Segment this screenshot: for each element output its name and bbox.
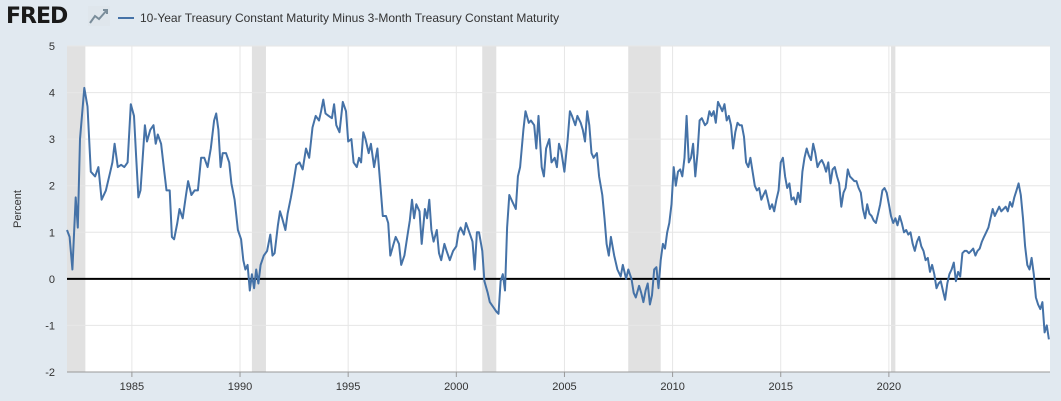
chart-header: FRED 10-Year Treasury Constant Maturity … bbox=[0, 0, 1061, 36]
line-chart-icon bbox=[88, 6, 110, 26]
plot-area bbox=[67, 46, 1050, 372]
y-tick-label: 1 bbox=[49, 227, 55, 239]
y-tick-label: -2 bbox=[45, 367, 55, 379]
x-tick-label: 2015 bbox=[768, 381, 792, 393]
recession-band bbox=[628, 46, 661, 372]
recession-band bbox=[891, 46, 896, 372]
y-tick-label: 4 bbox=[49, 88, 55, 100]
x-tick-label: 2000 bbox=[444, 381, 468, 393]
recession-band bbox=[482, 46, 497, 372]
x-tick-label: 2020 bbox=[877, 381, 901, 393]
y-tick-label: 5 bbox=[49, 41, 55, 53]
fred-logo[interactable]: FRED bbox=[6, 4, 68, 29]
x-tick-label: 1985 bbox=[120, 381, 144, 393]
x-tick-label: 2010 bbox=[660, 381, 684, 393]
y-tick-label: 0 bbox=[49, 274, 55, 286]
chart-legend[interactable]: 10-Year Treasury Constant Maturity Minus… bbox=[118, 9, 559, 27]
y-tick-label: 3 bbox=[49, 134, 55, 146]
y-tick-label: -1 bbox=[45, 320, 55, 332]
y-tick-label: 2 bbox=[49, 181, 55, 193]
series-line bbox=[66, 86, 1050, 340]
x-tick-label: 1995 bbox=[336, 381, 360, 393]
legend-label: 10-Year Treasury Constant Maturity Minus… bbox=[140, 11, 560, 25]
legend-swatch bbox=[118, 17, 134, 19]
recession-band bbox=[251, 46, 266, 372]
x-tick-label: 2005 bbox=[552, 381, 576, 393]
x-tick-label: 1990 bbox=[228, 381, 252, 393]
y-axis-label: Percent bbox=[12, 190, 24, 228]
